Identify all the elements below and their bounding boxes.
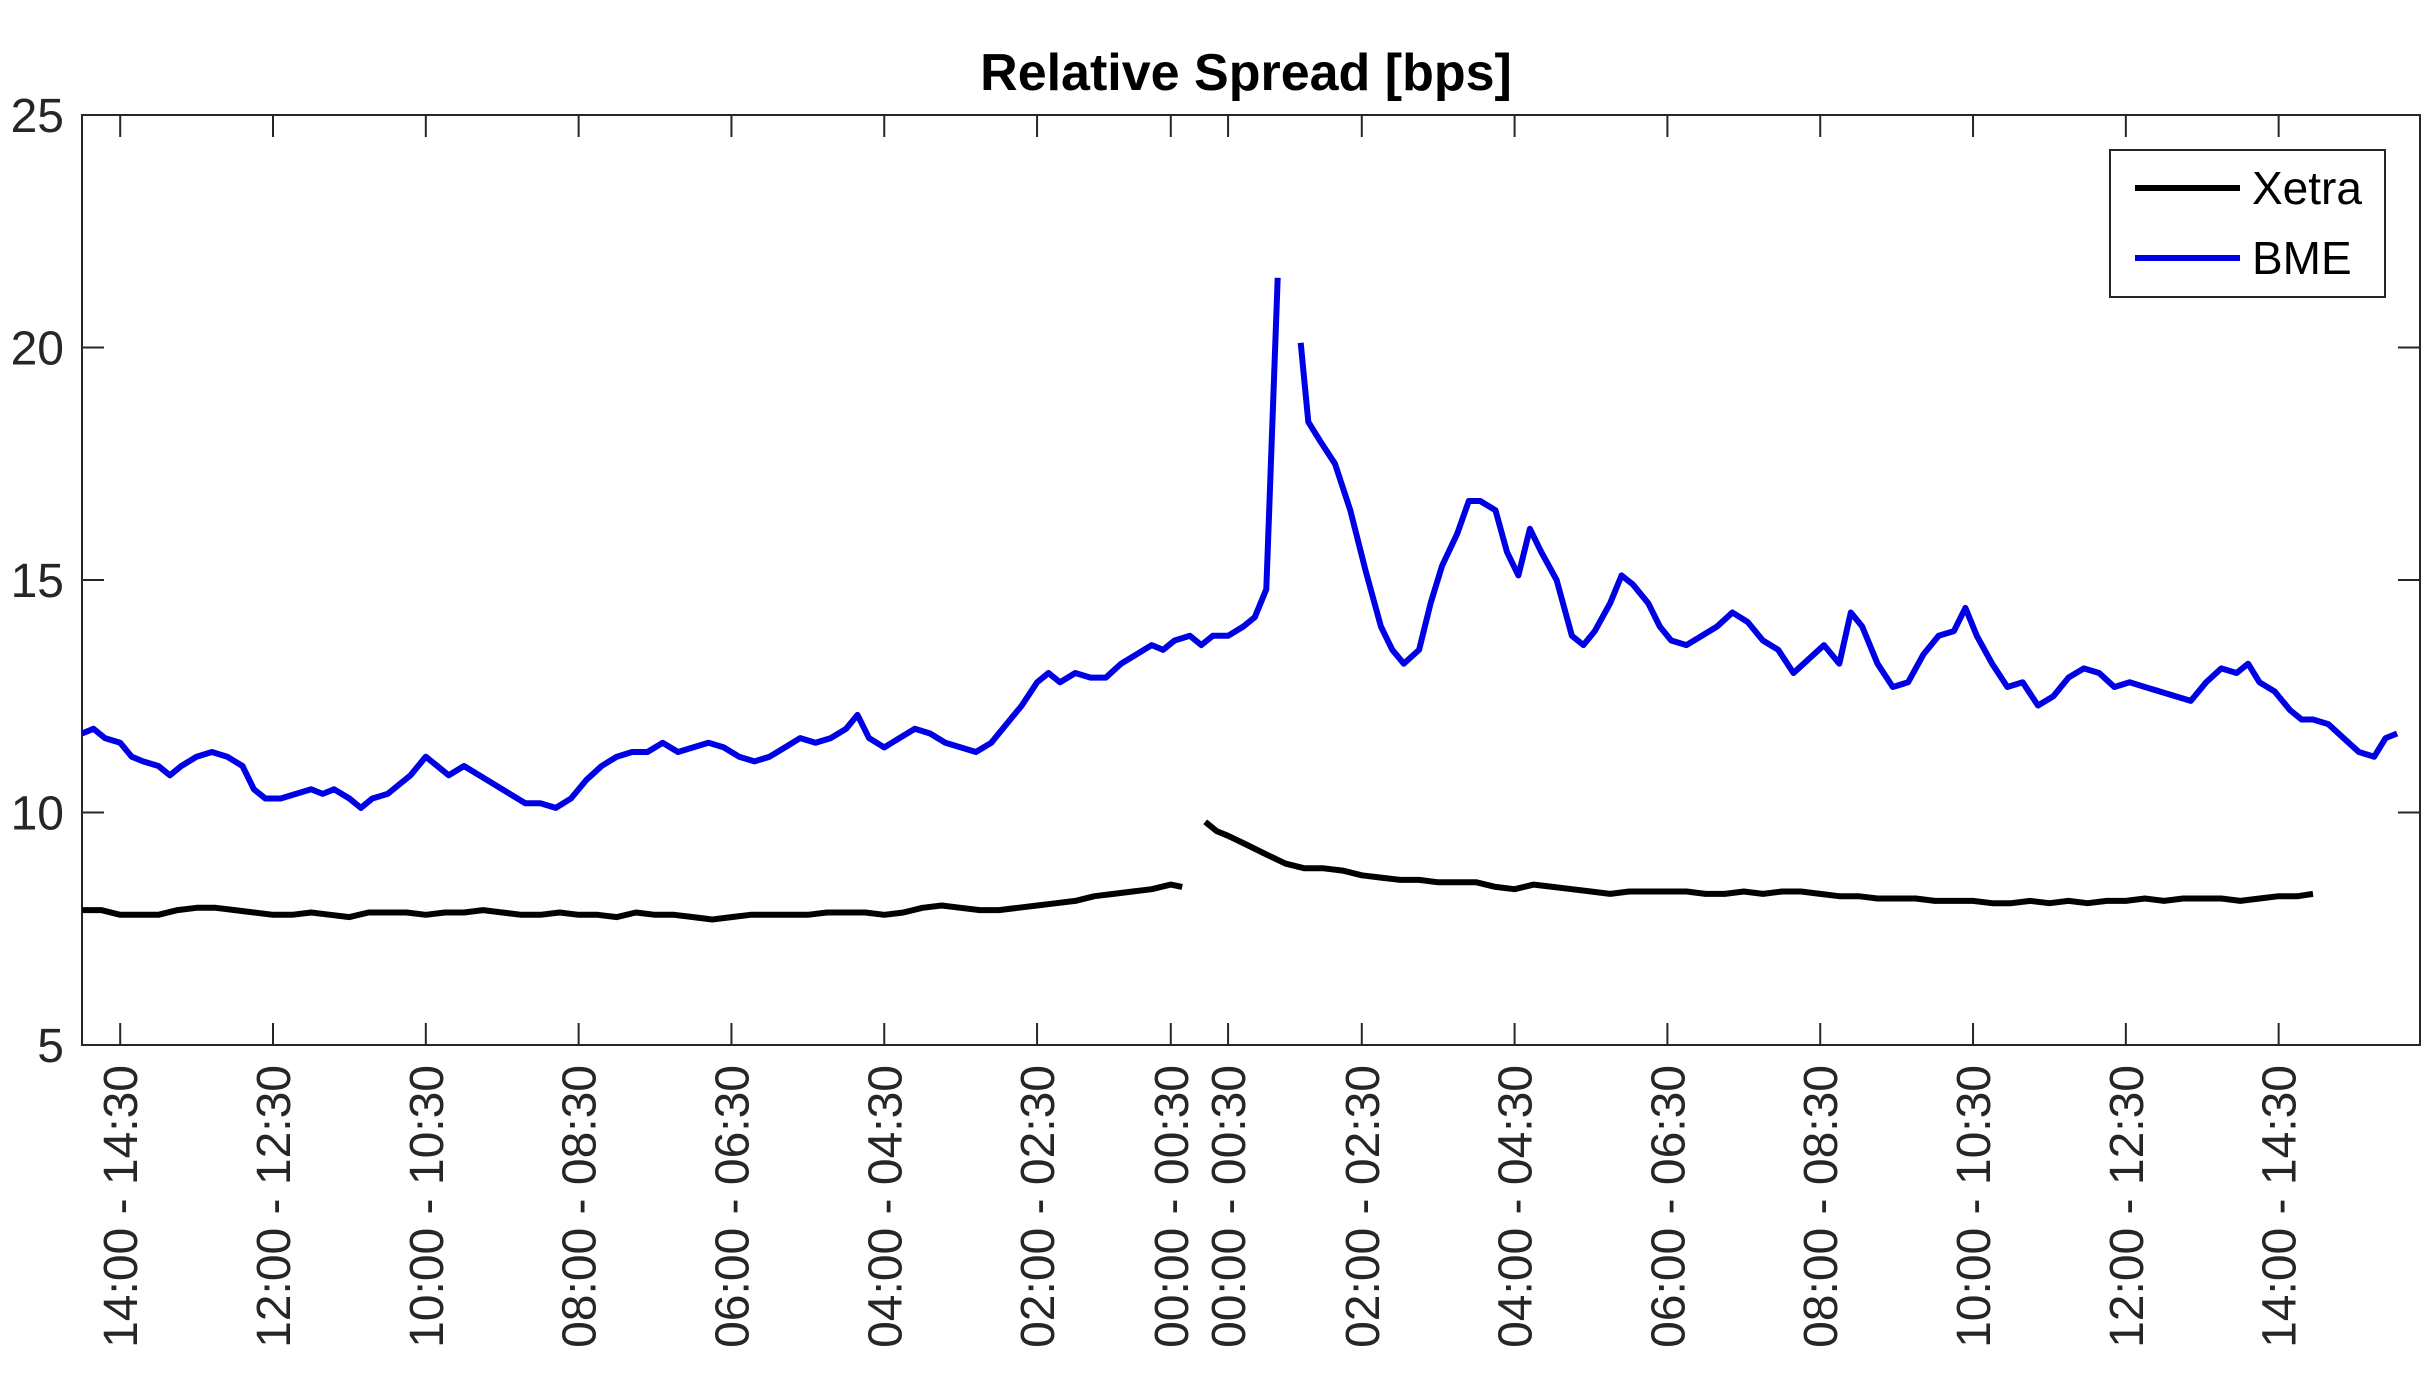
x-tick-label: 04:00 - 04:30	[1490, 1065, 1543, 1348]
x-tick-label: 02:00 - 02:30	[1012, 1065, 1065, 1348]
legend-bme-label: BME	[2252, 232, 2352, 284]
x-tick-label: 06:00 - 06:30	[1642, 1065, 1695, 1348]
x-tick-label: 10:00 - 10:30	[401, 1065, 454, 1348]
x-tick-label: 12:00 - 12:30	[2101, 1065, 2154, 1348]
x-axis: 14:00 - 14:30 12:00 - 12:30 10:00 - 10:30 0…	[95, 115, 2307, 1348]
x-tick-label: 04:00 - 04:30	[859, 1065, 912, 1348]
series-line-xetra-segment-1	[82, 881, 1183, 923]
series-line-xetra-segment-2	[1203, 819, 2314, 907]
y-axis: 5 10 15 20 25	[11, 90, 2420, 1073]
x-tick-label: 14:00 - 14:30	[95, 1065, 148, 1348]
series-line-bme-segment-2	[1297, 342, 2399, 760]
x-tick-label: 14:00 - 14:30	[2254, 1065, 2307, 1348]
x-tick-label: 12:00 - 12:30	[248, 1065, 301, 1348]
y-tick-label: 5	[37, 1020, 64, 1073]
series-line-bme-segment-1	[80, 277, 1281, 811]
x-tick-label: 10:00 - 10:30	[1948, 1065, 2001, 1348]
y-tick-label: 25	[11, 90, 64, 143]
y-tick-label: 15	[11, 555, 64, 608]
legend: Xetra BME	[2109, 149, 2386, 298]
x-tick-label: 08:00 - 08:30	[554, 1065, 607, 1348]
x-tick-label: 00:00 - 00:30	[1146, 1065, 1199, 1348]
x-tick-label: 08:00 - 08:30	[1795, 1065, 1848, 1348]
legend-xetra-label: Xetra	[2252, 162, 2362, 214]
plot-area	[81, 114, 2421, 1046]
series-group	[80, 277, 2399, 923]
y-tick-label: 10	[11, 788, 64, 841]
x-tick-label: 02:00 - 02:30	[1337, 1065, 1390, 1348]
x-tick-label: 00:00 - 00:30	[1203, 1065, 1256, 1348]
legend-box	[2109, 149, 2386, 298]
x-tick-label: 06:00 - 06:30	[706, 1065, 759, 1348]
chart-title: Relative Spread [bps]	[980, 44, 1512, 102]
y-tick-label: 20	[11, 323, 64, 376]
